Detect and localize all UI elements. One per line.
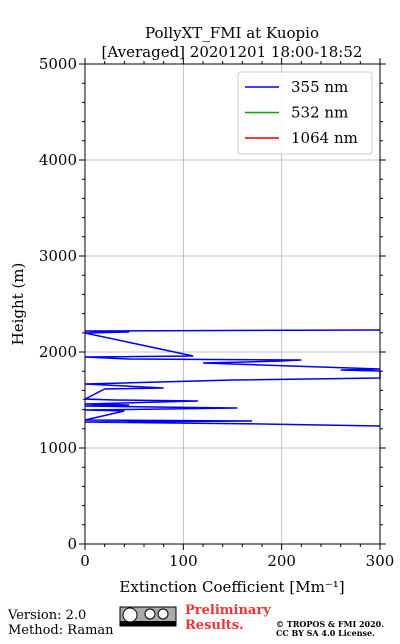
cc-badge	[119, 606, 177, 627]
x-tick-label: 0	[80, 552, 90, 570]
y-tick-label: 5000	[39, 55, 77, 73]
y-axis-label: Height (m)	[9, 263, 27, 346]
license: CC BY SA 4.0 License.	[276, 628, 375, 638]
y-tick-label: 4000	[39, 151, 77, 169]
x-tick-label: 200	[267, 552, 296, 570]
version: Version: 2.0	[7, 608, 86, 623]
preliminary: Preliminary	[185, 603, 271, 618]
y-tick-label: 1000	[39, 439, 77, 457]
preliminary-line2: Results.	[185, 618, 244, 633]
plot-frame	[84, 63, 381, 545]
y-tick-label: 3000	[39, 247, 77, 265]
y-tick-label: 2000	[39, 343, 77, 361]
legend-label: 1064 nm	[291, 129, 358, 147]
chart-title: PollyXT_FMI at Kuopio	[145, 24, 319, 42]
preliminary-note: Preliminary Results.	[185, 603, 271, 633]
legend-box	[237, 71, 373, 155]
method: Method: Raman	[8, 623, 114, 638]
legend-label: 355 nm	[291, 78, 348, 96]
x-tick-label: 300	[366, 552, 395, 570]
x-axis-label: Extinction Coefficient [Mm⁻¹]	[119, 578, 344, 596]
chart-subtitle: [Averaged] 20201201 18:00-18:52	[102, 43, 363, 61]
legend-label: 532 nm	[291, 104, 348, 122]
y-tick-label: 0	[67, 535, 77, 553]
series-line	[82, 329, 381, 427]
x-tick-label: 100	[169, 552, 198, 570]
copyright: © TROPOS & FMI 2020.	[276, 619, 384, 629]
